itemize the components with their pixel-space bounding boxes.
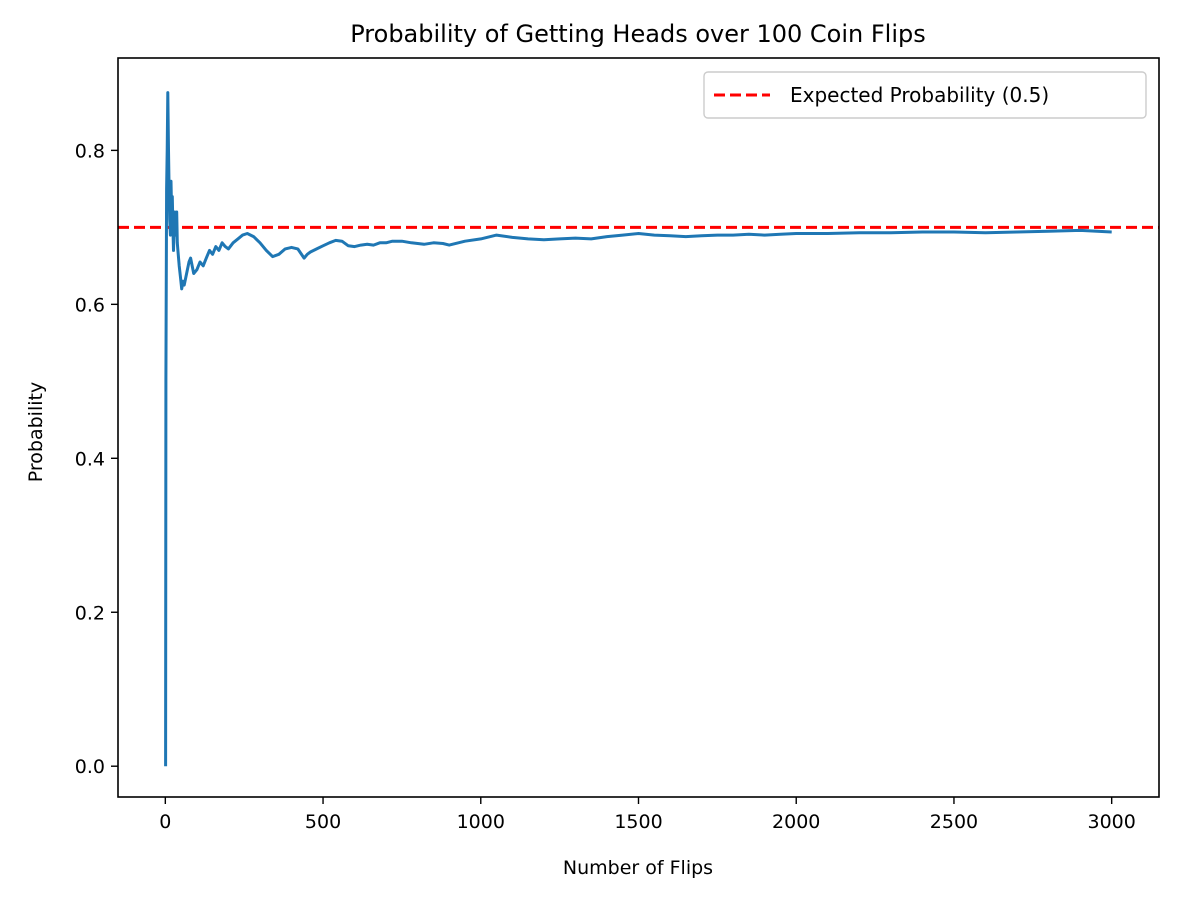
x-tick-label: 2500 [930,811,978,833]
y-tick-label: 0.6 [75,294,105,316]
legend-box [703,71,1147,119]
axes-frame [117,57,1160,798]
legend: Expected Probability (0.5) [703,71,1147,119]
x-tick-label: 1000 [457,811,505,833]
x-tick-label: 2000 [772,811,820,833]
x-tick-label: 1500 [614,811,662,833]
y-tick-label: 0.4 [75,448,105,470]
axis-ticks: 0 500 1000 1500 2000 2500 3000 0.0 0.2 0.4 0.6 0.8 [75,140,1136,833]
y-tick-label: 0.0 [75,756,105,778]
plot-area [118,91,1159,767]
x-tick-label: 3000 [1088,811,1136,833]
series-line-heads-probability [164,91,1112,767]
y-axis-label: Probability [25,382,47,482]
x-tick-label: 0 [159,811,171,833]
x-tick-label: 500 [305,811,341,833]
y-tick-label: 0.2 [75,602,105,624]
y-tick-label: 0.8 [75,140,105,162]
x-axis-label: Number of Flips [563,857,713,879]
legend-label-expected: Expected Probability (0.5) [790,83,1049,107]
chart-title: Probability of Getting Heads over 100 Co… [350,20,925,48]
